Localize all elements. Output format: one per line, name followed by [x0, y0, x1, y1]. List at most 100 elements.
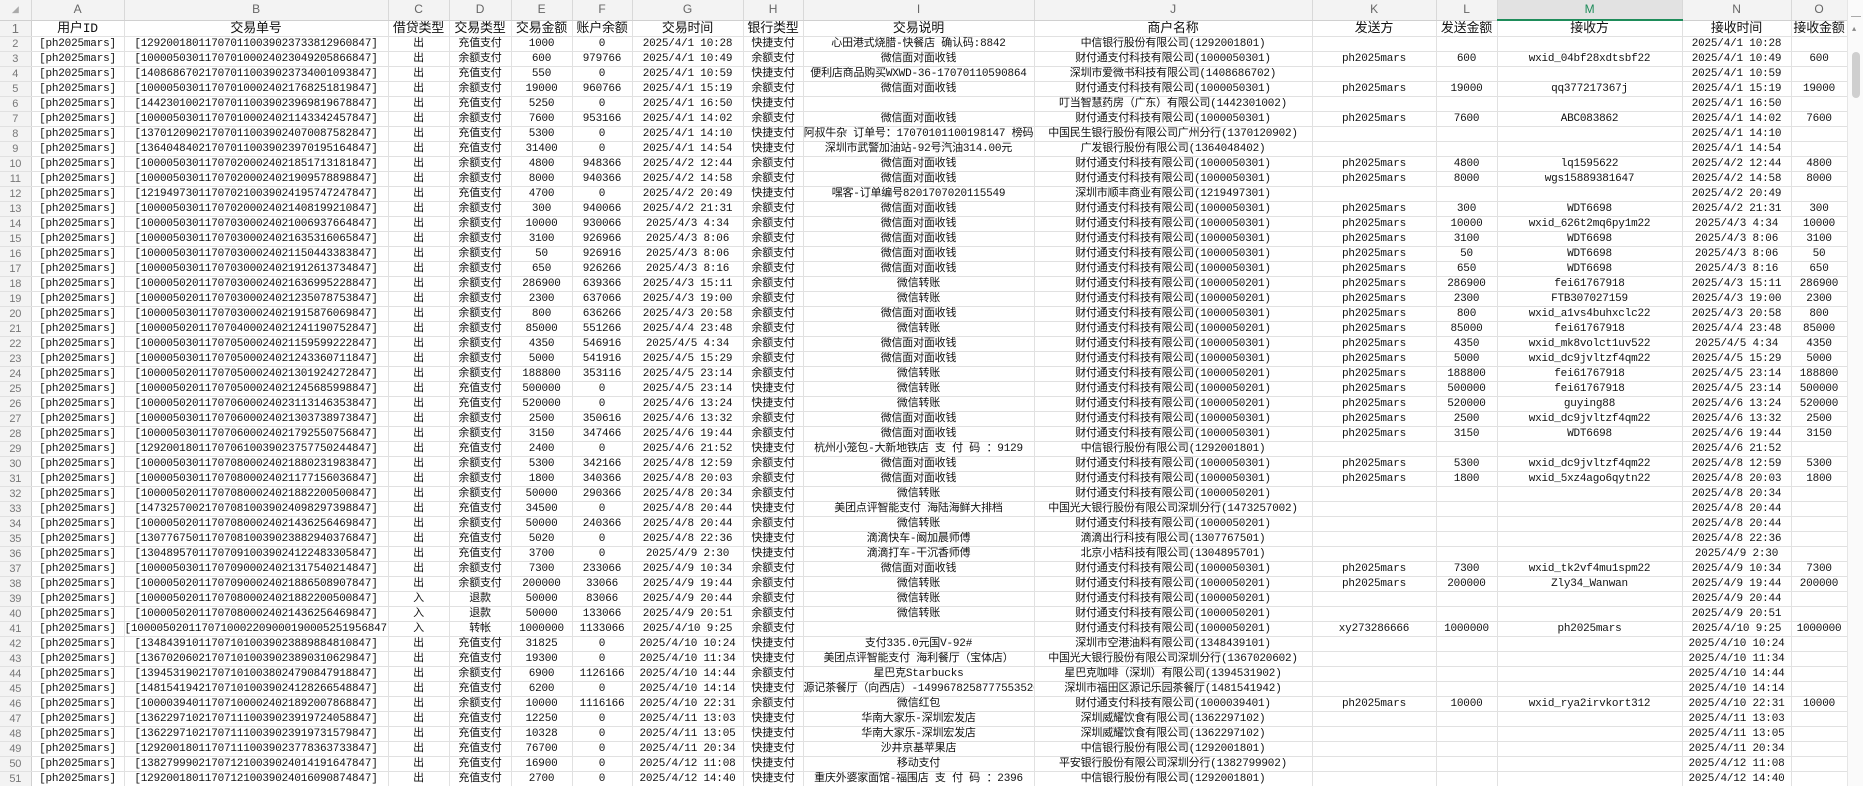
cell[interactable]: [1436, 771, 1498, 786]
cell[interactable]: WDT6698: [1497, 231, 1683, 247]
cell[interactable]: [100005030117070300024021635316065847]: [124, 231, 389, 247]
cell[interactable]: 微信转账: [803, 276, 1035, 292]
row-header[interactable]: 13: [0, 201, 32, 217]
cell[interactable]: 600: [1436, 51, 1498, 67]
cell[interactable]: 杭州小笼包-大新地铁店 支 付 码 ：9129: [803, 441, 1035, 457]
cell[interactable]: 源记茶餐厅（向西店）-1499678258777553520: [803, 681, 1035, 697]
column-header-G[interactable]: G: [632, 0, 744, 21]
cell[interactable]: [144230100217070110039023969819678847]: [124, 96, 389, 112]
cell[interactable]: 2025/4/1 10:59: [632, 66, 744, 82]
cell[interactable]: 财付通支付科技有限公司(1000039401): [1034, 696, 1313, 712]
cell[interactable]: 10000: [511, 216, 573, 232]
cell[interactable]: 出: [388, 141, 450, 157]
column-header-C[interactable]: C: [388, 0, 450, 21]
cell[interactable]: 余额支付: [743, 156, 804, 172]
cell[interactable]: 0: [572, 651, 633, 667]
cell[interactable]: 2025/4/5 23:14: [1682, 381, 1792, 397]
row-header[interactable]: 4: [0, 66, 32, 82]
cell[interactable]: [1791, 516, 1847, 532]
cell[interactable]: 中信银行股份有限公司(1292001801): [1034, 741, 1313, 757]
cell[interactable]: 2025/4/11 20:34: [632, 741, 744, 757]
cell[interactable]: 微信面对面收钱: [803, 411, 1035, 427]
cell[interactable]: 10000: [1791, 696, 1847, 712]
cell[interactable]: [ph2025mars]: [31, 486, 125, 502]
cell[interactable]: [136404840217070110039023970195164847]: [124, 141, 389, 157]
cell[interactable]: [1497, 441, 1683, 457]
cell[interactable]: 财付通支付科技有限公司(1000050301): [1034, 81, 1313, 97]
cell[interactable]: 出: [388, 561, 450, 577]
cell[interactable]: 滴滴快车-阚加晨师傅: [803, 531, 1035, 547]
cell[interactable]: [1497, 756, 1683, 772]
row-header[interactable]: 22: [0, 336, 32, 352]
cell[interactable]: 余额支付: [743, 201, 804, 217]
cell[interactable]: [100005030117070200024021408199210847]: [124, 201, 389, 217]
cell[interactable]: [ph2025mars]: [31, 501, 125, 517]
cell[interactable]: 2025/4/2 14:58: [1682, 171, 1792, 187]
cell[interactable]: ph2025mars: [1312, 231, 1437, 247]
cell[interactable]: [ph2025mars]: [31, 606, 125, 622]
cell[interactable]: 快捷支付: [743, 636, 804, 652]
cell[interactable]: 2025/4/8 20:03: [1682, 471, 1792, 487]
cell[interactable]: [1497, 726, 1683, 742]
column-title-cell[interactable]: 用户ID: [31, 20, 125, 37]
cell[interactable]: 出: [388, 201, 450, 217]
cell[interactable]: 342166: [572, 456, 633, 472]
cell[interactable]: 520000: [1436, 396, 1498, 412]
cell[interactable]: 19000: [1436, 81, 1498, 97]
cell[interactable]: [ph2025mars]: [31, 201, 125, 217]
cell[interactable]: [1436, 66, 1498, 82]
cell[interactable]: 3150: [1436, 426, 1498, 442]
cell[interactable]: 余额支付: [743, 216, 804, 232]
cell[interactable]: [1436, 666, 1498, 682]
row-header[interactable]: 17: [0, 261, 32, 277]
cell[interactable]: [100005020117070500024021245685998847]: [124, 381, 389, 397]
cell[interactable]: 551266: [572, 321, 633, 337]
cell[interactable]: [ph2025mars]: [31, 756, 125, 772]
cell[interactable]: 财付通支付科技有限公司(1000050301): [1034, 246, 1313, 262]
cell[interactable]: [140868670217070110039023734001093847]: [124, 66, 389, 82]
cell[interactable]: [ph2025mars]: [31, 111, 125, 127]
row-header[interactable]: 44: [0, 666, 32, 682]
cell[interactable]: 微信转账: [803, 606, 1035, 622]
cell[interactable]: 133066: [572, 606, 633, 622]
cell[interactable]: 微信转账: [803, 366, 1035, 382]
cell[interactable]: 300: [1791, 201, 1847, 217]
cell[interactable]: 充值支付: [449, 651, 512, 667]
cell[interactable]: 83066: [572, 591, 633, 607]
cell[interactable]: [100005020117070600024023113146353847]: [124, 396, 389, 412]
cell[interactable]: 快捷支付: [743, 396, 804, 412]
cell[interactable]: ph2025mars: [1312, 156, 1437, 172]
cell[interactable]: [ph2025mars]: [31, 336, 125, 352]
cell[interactable]: [100005030117070500024021159599222847]: [124, 336, 389, 352]
cell[interactable]: [100003940117071000024021892007868847]: [124, 696, 389, 712]
cell[interactable]: [ph2025mars]: [31, 81, 125, 97]
cell[interactable]: [1436, 591, 1498, 607]
cell[interactable]: [1791, 501, 1847, 517]
cell[interactable]: 2025/4/3 8:16: [1682, 261, 1792, 277]
cell[interactable]: [100005030117070200024021851713181847]: [124, 156, 389, 172]
cell[interactable]: 快捷支付: [743, 681, 804, 697]
cell[interactable]: [1791, 651, 1847, 667]
cell[interactable]: 余额支付: [743, 291, 804, 307]
cell[interactable]: [1791, 636, 1847, 652]
cell[interactable]: 5300: [511, 126, 573, 142]
cell[interactable]: ph2025mars: [1312, 381, 1437, 397]
cell[interactable]: 2400: [511, 441, 573, 457]
cell[interactable]: 出: [388, 96, 450, 112]
cell[interactable]: fei61767918: [1497, 276, 1683, 292]
cell[interactable]: 3150: [1791, 426, 1847, 442]
cell[interactable]: 33066: [572, 576, 633, 592]
cell[interactable]: [1312, 36, 1437, 52]
cell[interactable]: 余额支付: [743, 231, 804, 247]
cell[interactable]: 出: [388, 711, 450, 727]
cell[interactable]: [1436, 681, 1498, 697]
cell[interactable]: 余额支付: [449, 246, 512, 262]
cell[interactable]: 0: [572, 546, 633, 562]
cell[interactable]: 出: [388, 171, 450, 187]
cell[interactable]: 2025/4/1 10:59: [1682, 66, 1792, 82]
cell[interactable]: 充值支付: [449, 441, 512, 457]
cell[interactable]: [148154194217071010039024128266548847]: [124, 681, 389, 697]
cell[interactable]: [1312, 531, 1437, 547]
cell[interactable]: 余额支付: [743, 591, 804, 607]
cell[interactable]: 2025/4/5 23:14: [632, 381, 744, 397]
